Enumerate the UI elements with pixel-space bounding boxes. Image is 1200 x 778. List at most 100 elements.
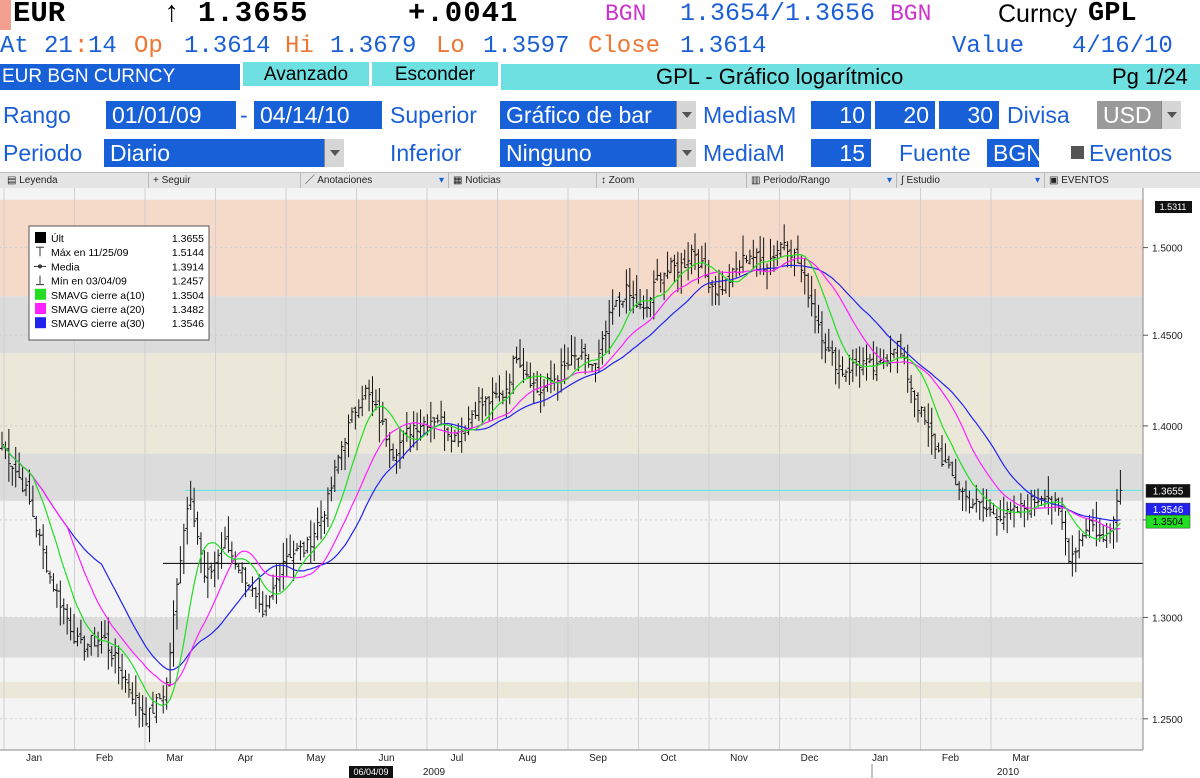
avanzado-button[interactable]: Avanzado bbox=[243, 62, 369, 86]
leyenda-button[interactable]: ▤ Leyenda bbox=[3, 173, 148, 188]
legend-label: Media bbox=[51, 261, 80, 273]
estudio-dropdown-icon[interactable]: ▾ bbox=[1034, 175, 1040, 186]
ohlc-bar bbox=[847, 354, 852, 385]
divisa-dropdown-icon[interactable] bbox=[1161, 101, 1181, 129]
anotaciones-button[interactable]: ／ Anotaciones ▾ bbox=[300, 173, 448, 188]
crosshair-icon: + bbox=[153, 175, 162, 186]
ma-1-field[interactable]: 10 bbox=[811, 101, 871, 129]
y-tick-label: 1.5000 bbox=[1152, 244, 1183, 255]
ohlc-bar bbox=[435, 414, 440, 424]
legend-label: Mín en 03/04/09 bbox=[51, 276, 127, 288]
ohlc-bar bbox=[662, 272, 667, 301]
title-strip: GPL - Gráfico logarítmico Pg 1/24 bbox=[501, 64, 1200, 90]
ohlc-bar bbox=[830, 340, 835, 366]
lo-label: Lo bbox=[436, 33, 465, 60]
zoom-button[interactable]: ↕ Zoom bbox=[596, 173, 746, 188]
ohlc-bar bbox=[298, 540, 303, 561]
ohlc-bar bbox=[494, 382, 499, 399]
seguir-button[interactable]: + Seguir bbox=[148, 173, 300, 188]
ohlc-bar bbox=[977, 501, 982, 520]
ma-2-field[interactable]: 20 bbox=[875, 101, 935, 129]
divisa-select[interactable]: USD bbox=[1097, 101, 1161, 129]
ohlc-bar bbox=[943, 443, 948, 463]
ohlc-bar bbox=[44, 545, 49, 573]
ohlc-bar bbox=[912, 390, 917, 418]
legend-box[interactable] bbox=[28, 225, 210, 341]
band-4 bbox=[0, 453, 1143, 501]
price-chart[interactable]: 1.25001.30001.35001.40001.45001.50001.53… bbox=[0, 188, 1200, 778]
ohlc-bar bbox=[521, 347, 526, 383]
rango-end-field[interactable]: 04/14/10 bbox=[254, 101, 382, 129]
periodo-rango-button[interactable]: ▥ Periodo/Rango ▾ bbox=[746, 173, 896, 188]
ohlc-bar bbox=[819, 311, 824, 360]
ohlc-bar bbox=[644, 289, 649, 318]
ohlc-bar bbox=[981, 488, 986, 522]
ohlc-bar bbox=[668, 257, 673, 274]
month-tick-label: Aug bbox=[519, 753, 537, 764]
fuente-field[interactable]: BGN bbox=[987, 139, 1043, 167]
ohlc-bar bbox=[267, 595, 272, 609]
ohlc-bar bbox=[295, 542, 300, 552]
ohlc-bar bbox=[469, 410, 474, 429]
ohlc-bar bbox=[1022, 500, 1027, 528]
periodo-dropdown-icon[interactable] bbox=[324, 139, 344, 167]
periodo-rango-dropdown-icon[interactable]: ▾ bbox=[886, 175, 892, 186]
up-arrow-icon: ↑ bbox=[163, 0, 181, 30]
ohlc-bar bbox=[754, 248, 759, 277]
noticias-button[interactable]: ▦ Noticias bbox=[448, 173, 596, 188]
mediam-field[interactable]: 15 bbox=[811, 139, 871, 167]
close-value: 1.3614 bbox=[680, 33, 767, 60]
superior-dropdown-icon[interactable] bbox=[676, 101, 696, 129]
ohlc-bar bbox=[325, 487, 330, 528]
chart-title: GPL - Gráfico logarítmico bbox=[656, 64, 904, 89]
legend-label: SMAVG cierre a(30) bbox=[51, 318, 145, 330]
ohlc-bar bbox=[905, 344, 910, 393]
high-value: 1.3679 bbox=[330, 33, 417, 60]
chart-toolbar: ▤ Leyenda + Seguir ／ Anotaciones ▾ ▦ Noti… bbox=[0, 172, 1200, 189]
estudio-button[interactable]: ∫ Estudio ▾ bbox=[896, 173, 1044, 188]
periodo-select[interactable]: Diario bbox=[104, 139, 324, 167]
ohlc-bar bbox=[672, 254, 677, 283]
study-icon: ∫ bbox=[901, 175, 907, 186]
ma-3-field[interactable]: 30 bbox=[939, 101, 999, 129]
legend-label: SMAVG cierre a(20) bbox=[51, 304, 145, 316]
ohlc-bar bbox=[1066, 538, 1071, 564]
ohlc-bar bbox=[658, 272, 663, 293]
ohlc-bar bbox=[699, 245, 704, 269]
ohlc-bar bbox=[236, 562, 241, 574]
ohlc-bar bbox=[367, 379, 372, 412]
ohlc-bar bbox=[222, 526, 227, 549]
ohlc-bar bbox=[373, 389, 378, 411]
ohlc-bar bbox=[579, 339, 584, 360]
month-tick-label: Jan bbox=[26, 753, 42, 764]
ohlc-bar bbox=[1005, 501, 1010, 534]
esconder-button[interactable]: Esconder bbox=[372, 62, 498, 86]
security-tab[interactable]: EUR BGN CURNCY bbox=[0, 64, 240, 90]
eventos-checkbox[interactable] bbox=[1071, 146, 1084, 159]
news-icon: ▦ bbox=[453, 175, 466, 186]
inferior-dropdown-icon[interactable] bbox=[676, 139, 696, 167]
seguir-label: Seguir bbox=[161, 175, 191, 186]
ohlc-bar bbox=[140, 695, 145, 727]
ohlc-bar bbox=[380, 401, 385, 426]
eventos-toolbar-label: EVENTOS bbox=[1061, 175, 1109, 186]
ohlc-bar bbox=[874, 346, 879, 382]
ohlc-bar bbox=[192, 487, 197, 528]
ohlc-bar bbox=[109, 646, 114, 667]
ohlc-bar bbox=[789, 239, 794, 268]
ohlc-bar bbox=[1077, 530, 1082, 559]
ohlc-bar bbox=[998, 500, 1003, 522]
ohlc-bar bbox=[102, 620, 107, 640]
ohlc-bar bbox=[291, 540, 296, 581]
alert-marker bbox=[0, 0, 11, 30]
inferior-label: Inferior bbox=[390, 140, 462, 166]
rango-start-field[interactable]: 01/01/09 bbox=[106, 101, 236, 129]
periodo-label: Periodo bbox=[3, 140, 83, 166]
inferior-select[interactable]: Ninguno bbox=[500, 139, 676, 167]
eventos-toolbar-button[interactable]: ▣ EVENTOS bbox=[1044, 173, 1200, 188]
ohlc-bar bbox=[624, 269, 629, 314]
ohlc-bar bbox=[861, 347, 866, 376]
month-tick-label: Feb bbox=[942, 753, 960, 764]
superior-select[interactable]: Gráfico de bar bbox=[500, 101, 676, 129]
anotaciones-dropdown-icon[interactable]: ▾ bbox=[438, 175, 444, 186]
